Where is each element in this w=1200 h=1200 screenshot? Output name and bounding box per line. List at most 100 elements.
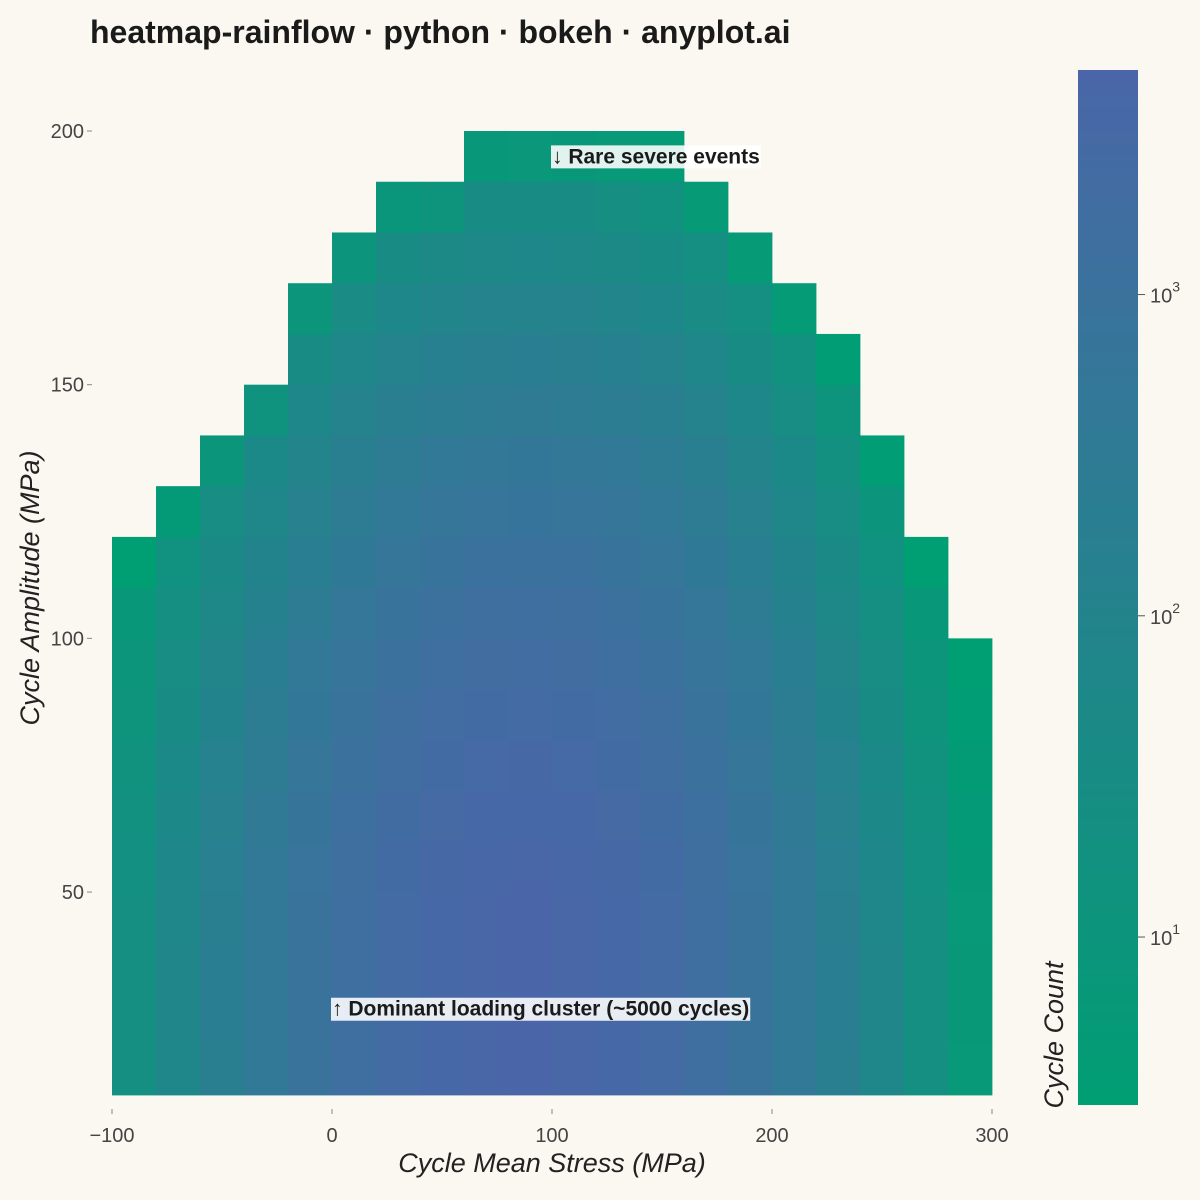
heatmap-cell bbox=[816, 638, 861, 690]
heatmap-cell bbox=[640, 333, 685, 386]
heatmap-cell bbox=[552, 790, 597, 842]
heatmap-cell bbox=[772, 790, 817, 842]
heatmap-cell bbox=[332, 587, 377, 639]
heatmap-cell bbox=[288, 1044, 333, 1096]
heatmap-cell bbox=[288, 739, 333, 791]
heatmap-cell bbox=[332, 790, 377, 842]
heatmap-cell bbox=[596, 283, 641, 335]
heatmap-cell bbox=[376, 435, 421, 487]
heatmap-cell bbox=[948, 1044, 993, 1096]
heatmap-cell bbox=[860, 892, 905, 944]
heatmap-cell bbox=[200, 993, 245, 1045]
heatmap-cell bbox=[420, 1044, 465, 1096]
heatmap-cell bbox=[552, 638, 597, 690]
x-tick-label: −100 bbox=[89, 1125, 134, 1147]
heatmap-cell bbox=[332, 892, 377, 944]
heatmap-cell bbox=[244, 790, 289, 842]
y-axis-label: Cycle Amplitude (MPa) bbox=[15, 450, 45, 725]
heatmap-cell bbox=[332, 283, 377, 335]
heatmap-cell bbox=[948, 942, 993, 994]
annotations: ↓ Rare severe events ↑ Dominant loading c… bbox=[331, 145, 761, 1021]
heatmap-cell bbox=[640, 536, 685, 589]
heatmap-cell bbox=[288, 841, 333, 893]
heatmap-cell bbox=[420, 536, 465, 589]
heatmap-cell bbox=[684, 283, 729, 335]
heatmap-cell bbox=[244, 384, 289, 436]
heatmap-cell bbox=[200, 486, 245, 538]
heatmap-cell bbox=[508, 638, 553, 690]
heatmap-cell bbox=[332, 232, 377, 284]
heatmap-cell bbox=[640, 384, 685, 436]
heatmap-cell bbox=[200, 790, 245, 842]
heatmap-cell bbox=[684, 384, 729, 436]
heatmap-cell bbox=[772, 638, 817, 690]
heatmap-cell bbox=[816, 486, 861, 538]
heatmap-cell bbox=[200, 1044, 245, 1096]
heatmap-cell bbox=[860, 435, 905, 487]
heatmap-cell bbox=[464, 486, 509, 538]
heatmap-cell bbox=[552, 689, 597, 741]
heatmap-cell bbox=[552, 486, 597, 538]
heatmap-cell bbox=[860, 638, 905, 690]
heatmap-cell bbox=[772, 587, 817, 639]
heatmap-cell bbox=[772, 384, 817, 436]
heatmap-cell bbox=[288, 892, 333, 944]
x-tick-label: 100 bbox=[535, 1125, 568, 1147]
heatmap-cell bbox=[684, 486, 729, 538]
heatmap-cell bbox=[156, 486, 201, 538]
heatmap-cell bbox=[684, 739, 729, 791]
heatmap-cell bbox=[640, 942, 685, 994]
heatmap-cell bbox=[508, 486, 553, 538]
heatmap-cell bbox=[464, 892, 509, 944]
heatmap-cell bbox=[904, 587, 949, 639]
heatmap-cell bbox=[596, 486, 641, 538]
heatmap-cell bbox=[728, 283, 773, 335]
heatmap-cell bbox=[772, 435, 817, 487]
heatmap-cell bbox=[200, 587, 245, 639]
heatmap-cell bbox=[816, 536, 861, 589]
heatmap-cell bbox=[684, 232, 729, 284]
heatmap-cell bbox=[640, 1044, 685, 1096]
x-tick-label: 300 bbox=[975, 1125, 1008, 1147]
heatmap-cell bbox=[772, 841, 817, 893]
heatmap-cell bbox=[420, 232, 465, 284]
heatmap-cell bbox=[156, 790, 201, 842]
heatmap-cell bbox=[904, 892, 949, 944]
heatmap-cell bbox=[332, 942, 377, 994]
heatmap-cell bbox=[464, 689, 509, 741]
heatmap-cell bbox=[288, 638, 333, 690]
heatmap-cell bbox=[640, 638, 685, 690]
heatmap-cell bbox=[640, 181, 685, 233]
y-tick-label: 150 bbox=[51, 375, 84, 397]
heatmap-cell bbox=[860, 993, 905, 1045]
heatmap-cell bbox=[332, 435, 377, 487]
heatmap-cell bbox=[332, 689, 377, 741]
x-axis: −100 0 100 200 300 bbox=[89, 1109, 1009, 1147]
heatmap-cell bbox=[596, 536, 641, 589]
heatmap-cell bbox=[420, 942, 465, 994]
heatmap-cell bbox=[728, 333, 773, 386]
heatmap-cell bbox=[200, 435, 245, 487]
heatmap-cell bbox=[948, 892, 993, 944]
heatmap-cell bbox=[860, 841, 905, 893]
heatmap-cell bbox=[816, 993, 861, 1045]
heatmap-cell bbox=[244, 587, 289, 639]
heatmap-cell bbox=[508, 536, 553, 589]
heatmap-cell bbox=[772, 283, 817, 335]
heatmap-cell bbox=[508, 181, 553, 233]
heatmap-cell bbox=[376, 1044, 421, 1096]
heatmap-cell bbox=[156, 739, 201, 791]
x-tick-label: 0 bbox=[326, 1125, 337, 1147]
heatmap-cell bbox=[156, 841, 201, 893]
heatmap-cell bbox=[200, 841, 245, 893]
heatmap-cell bbox=[288, 435, 333, 487]
heatmap-cell bbox=[596, 942, 641, 994]
colorbar-ticks: 101 102 103 bbox=[1138, 279, 1180, 950]
heatmap-cell bbox=[156, 892, 201, 944]
heatmap-cell bbox=[508, 790, 553, 842]
heatmap-cell bbox=[244, 1044, 289, 1096]
heatmap-cell bbox=[420, 486, 465, 538]
heatmap-cell bbox=[464, 435, 509, 487]
colorbar-tick-label: 103 bbox=[1150, 279, 1180, 308]
